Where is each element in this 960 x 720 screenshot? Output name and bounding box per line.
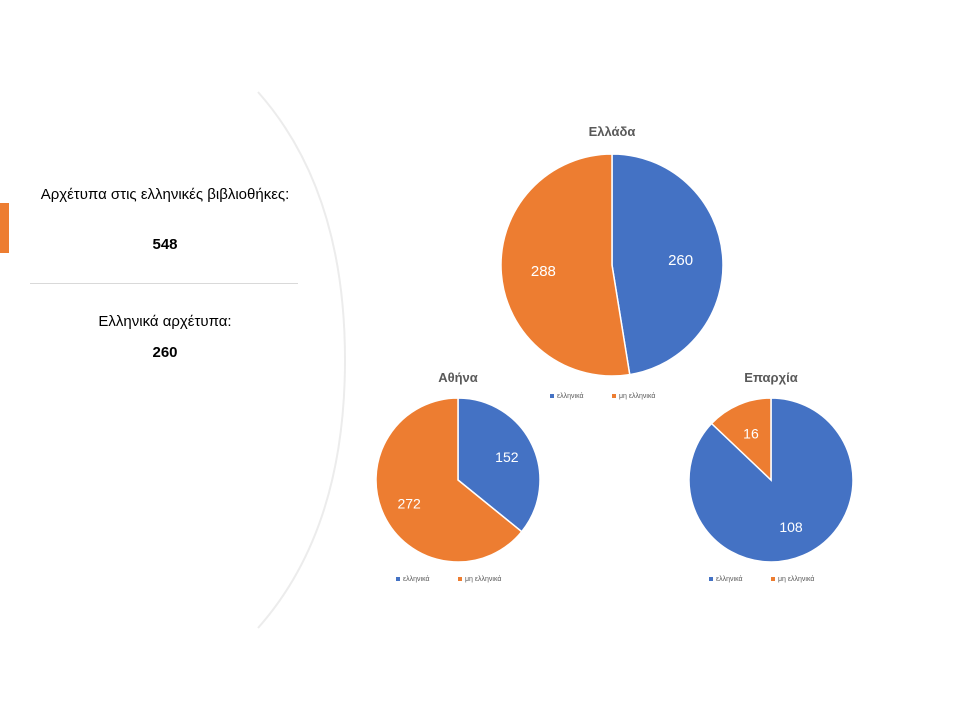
legend-label-province-1: μη ελληνικά (778, 575, 814, 583)
legend-swatch-athens-1 (458, 577, 462, 581)
pie-slice-province-1 (710, 397, 772, 482)
pie-slice-greece-1 (500, 153, 631, 377)
legend-swatch-athens-0 (396, 577, 400, 581)
pie-slice-athens-0 (457, 397, 541, 533)
pie-slice-athens-1 (375, 397, 523, 563)
legend-label-athens-0: ελληνικά (403, 575, 430, 583)
legend-swatch-province-0 (709, 577, 713, 581)
legend-label-province-0: ελληνικά (716, 575, 743, 583)
legend-greece: ελληνικά μη ελληνικά (550, 392, 655, 400)
legend-swatch-greece-0 (550, 394, 554, 398)
chart-title-province: Επαρχία (744, 370, 797, 385)
chart-title-athens: Αθήνα (438, 370, 478, 385)
legend-swatch-province-1 (771, 577, 775, 581)
pie-chart-province: Επαρχία 108 16 ελληνικά μη ελληνικά (688, 370, 854, 583)
legend-label-greece-0: ελληνικά (557, 392, 584, 400)
pie-chart-athens: Αθήνα 152 272 ελληνικά μη ελληνικά (375, 370, 541, 583)
library-archetypes-label: Αρχέτυπα στις ελληνικές βιβλιοθήκες: (40, 186, 290, 203)
greek-archetypes-label: Ελληνικά αρχέτυπα: (98, 313, 232, 330)
legend-swatch-greece-1 (612, 394, 616, 398)
pie-chart-greece: Ελλάδα 260 288 ελληνικά μη ελληνικά (500, 124, 724, 400)
legend-athens: ελληνικά μη ελληνικά (396, 575, 501, 583)
library-archetypes-value: 548 (152, 236, 178, 253)
data-label-athens-0: 152 (495, 449, 519, 465)
data-label-province-0: 108 (779, 519, 803, 535)
data-label-athens-1: 272 (397, 495, 421, 511)
legend-label-greece-1: μη ελληνικά (619, 392, 655, 400)
legend-province: ελληνικά μη ελληνικά (709, 575, 814, 583)
greek-archetypes-value: 260 (152, 344, 178, 361)
chart-title-greece: Ελλάδα (589, 124, 636, 139)
data-label-province-1: 16 (743, 425, 759, 441)
data-label-greece-0: 260 (668, 252, 693, 269)
pie-slice-greece-0 (611, 153, 724, 376)
data-label-greece-1: 288 (531, 263, 556, 280)
accent-bar (0, 203, 9, 253)
divider (30, 283, 298, 284)
legend-label-athens-1: μη ελληνικά (465, 575, 501, 583)
